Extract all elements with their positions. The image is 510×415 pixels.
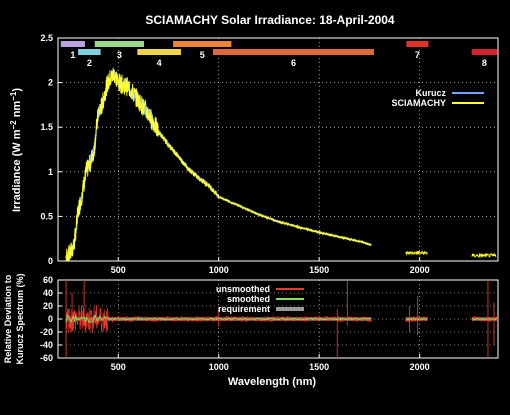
main-legend: Kurucz SCIAMACHY [391,88,484,108]
deviation-y-axis-label-line1: Relative Deviation to [3,274,13,363]
x-tick-label: 2000 [410,362,430,372]
y-tick-label: 20 [43,301,53,311]
x-tick-label: 500 [111,265,126,275]
channel-label-2: 2 [87,58,92,68]
channel-band-6 [212,49,375,55]
x-tick-label: 500 [111,362,126,372]
deviation-y-ticks: 60 40 20 0 -20 -40 -60 [40,275,62,363]
channel-band-3 [94,41,144,47]
y-tick-label: 1.5 [40,122,53,132]
x-tick-label: 1000 [209,362,229,372]
legend-label-sciamachy: SCIAMACHY [391,98,446,108]
x-tick-label: 1500 [309,265,329,275]
y-tick-label: -40 [40,340,53,350]
deviation-x-ticks: 500 1000 1500 2000 [111,354,430,372]
chart-title: SCIAMACHY Solar Irradiance: 18-April-200… [145,13,395,27]
channel-bands: 1 2 3 4 5 6 7 8 [60,41,498,68]
y-tick-label: 0.5 [40,211,53,221]
channel-band-1 [60,41,85,47]
series-sciamachy-segment [471,252,497,259]
main-y-axis-label: Irradiance (W m−2 nm−1) [9,88,23,212]
y-tick-label: 0 [48,256,53,266]
x-tick-label: 1500 [309,362,329,372]
y-tick-label: -60 [40,353,53,363]
deviation-plot-series [65,280,499,358]
channel-label-6: 6 [291,58,296,68]
legend-label-smoothed: smoothed [227,294,270,304]
channel-band-4 [137,49,181,55]
y-tick-label: 60 [43,275,53,285]
channel-label-8: 8 [482,58,487,68]
main-x-ticks: 500 1000 1500 2000 [111,257,430,275]
y-tick-label: 2.5 [40,33,53,43]
x-tick-label: 1000 [209,265,229,275]
main-y-ticks: 0 0.5 1 1.5 2 2.5 [40,33,62,266]
y-tick-label: 40 [43,288,53,298]
legend-label-unsmoothed: unsmoothed [216,284,270,294]
deviation-legend: unsmoothed smoothed requirement [216,284,304,314]
channel-label-3: 3 [117,50,122,60]
series-sciamachy [65,67,372,263]
series-smoothed [65,314,498,324]
channel-label-7: 7 [415,50,420,60]
main-plot-frame [57,37,499,262]
channel-band-8 [471,49,498,55]
y-tick-label: 2 [48,78,53,88]
main-plot-grid [58,38,498,261]
channel-label-1: 1 [70,50,75,60]
y-tick-label: -20 [40,327,53,337]
y-tick-label: 0 [48,314,53,324]
series-sciamachy-segment [405,249,428,256]
main-plot-series [65,67,497,263]
channel-label-5: 5 [200,50,205,60]
legend-label-requirement: requirement [218,304,270,314]
y-tick-label: 1 [48,167,53,177]
channel-band-5 [173,41,232,47]
legend-label-kurucz: Kurucz [415,88,446,98]
channel-label-4: 4 [157,58,162,68]
channel-band-7 [406,41,429,47]
x-axis-label: Wavelength (nm) [228,376,317,388]
x-tick-label: 2000 [410,265,430,275]
channel-band-2 [78,49,101,55]
deviation-y-axis-label-line2: Kurucz Spectrum (%) [15,273,25,364]
